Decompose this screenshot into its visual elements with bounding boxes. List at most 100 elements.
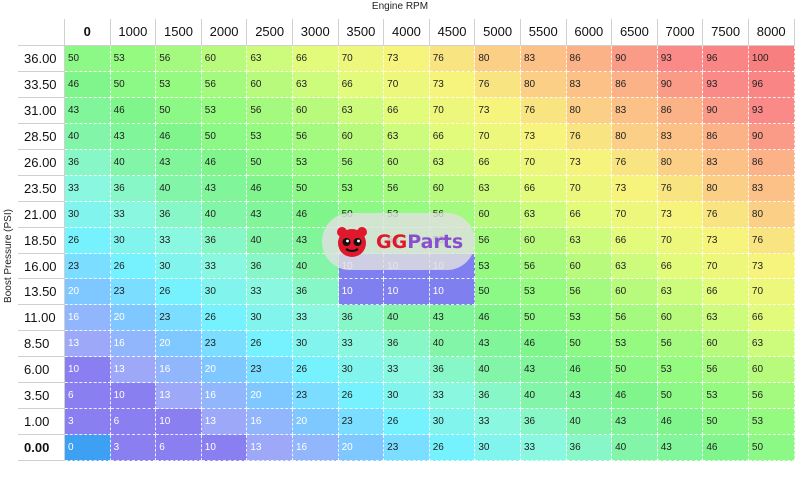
row-header-boost[interactable]: 28.50 bbox=[18, 123, 65, 150]
map-cell[interactable]: 83 bbox=[612, 97, 658, 124]
map-cell[interactable]: 16 bbox=[247, 409, 293, 436]
map-cell[interactable]: 36 bbox=[65, 149, 111, 176]
map-cell[interactable]: 46 bbox=[65, 71, 111, 98]
map-cell[interactable]: 30 bbox=[338, 357, 385, 384]
map-cell[interactable]: 56 bbox=[612, 305, 658, 332]
map-cell[interactable]: 56 bbox=[520, 253, 567, 280]
map-cell[interactable]: 86 bbox=[566, 46, 613, 72]
map-cell[interactable]: 86 bbox=[748, 149, 795, 176]
map-cell[interactable]: 56 bbox=[748, 383, 795, 410]
map-cell[interactable]: 50 bbox=[292, 175, 339, 202]
map-cell[interactable]: 23 bbox=[65, 253, 111, 280]
row-header-boost[interactable]: 31.00 bbox=[18, 97, 65, 124]
map-cell[interactable]: 23 bbox=[384, 435, 430, 461]
map-cell[interactable]: 30 bbox=[247, 305, 293, 332]
row-header-boost[interactable]: 36.00 bbox=[18, 46, 65, 72]
map-cell[interactable]: 10 bbox=[429, 279, 476, 306]
map-cell[interactable]: 60 bbox=[612, 279, 658, 306]
map-cell[interactable]: 66 bbox=[384, 97, 430, 124]
map-cell[interactable]: 36 bbox=[475, 383, 521, 410]
map-cell[interactable]: 33 bbox=[475, 409, 521, 436]
map-cell[interactable]: 16 bbox=[110, 331, 157, 358]
map-cell[interactable]: 16 bbox=[156, 357, 202, 384]
map-cell[interactable]: 53 bbox=[338, 175, 385, 202]
map-cell[interactable]: 40 bbox=[201, 201, 248, 228]
map-cell[interactable]: 63 bbox=[338, 97, 385, 124]
map-cell[interactable]: 33 bbox=[110, 201, 157, 228]
map-cell[interactable]: 23 bbox=[156, 305, 202, 332]
map-cell[interactable]: 43 bbox=[110, 123, 157, 150]
map-cell[interactable]: 0 bbox=[65, 435, 111, 461]
column-header-rpm[interactable]: 1500 bbox=[156, 19, 202, 46]
map-cell[interactable]: 80 bbox=[475, 46, 521, 72]
map-cell[interactable]: 56 bbox=[657, 331, 704, 358]
map-cell[interactable]: 26 bbox=[292, 357, 339, 384]
map-cell[interactable]: 60 bbox=[338, 123, 385, 150]
map-cell[interactable]: 56 bbox=[247, 97, 293, 124]
map-cell[interactable]: 33 bbox=[247, 279, 293, 306]
map-cell[interactable]: 43 bbox=[566, 383, 613, 410]
map-cell[interactable]: 83 bbox=[566, 71, 613, 98]
map-cell[interactable]: 3 bbox=[110, 435, 157, 461]
map-cell[interactable]: 53 bbox=[703, 383, 749, 410]
row-header-boost[interactable]: 8.50 bbox=[18, 331, 65, 358]
map-cell[interactable]: 80 bbox=[566, 97, 613, 124]
map-cell[interactable]: 63 bbox=[429, 149, 476, 176]
map-cell[interactable]: 26 bbox=[384, 409, 430, 436]
map-cell[interactable]: 33 bbox=[65, 175, 111, 202]
map-cell[interactable]: 13 bbox=[201, 409, 248, 436]
map-cell[interactable]: 6 bbox=[110, 409, 157, 436]
map-cell[interactable]: 56 bbox=[156, 46, 202, 72]
map-cell[interactable]: 20 bbox=[292, 409, 339, 436]
column-header-rpm[interactable]: 0 bbox=[65, 19, 111, 46]
row-header-boost[interactable]: 16.00 bbox=[18, 253, 65, 280]
map-cell[interactable]: 10 bbox=[384, 279, 430, 306]
column-header-rpm[interactable]: 6500 bbox=[612, 19, 658, 46]
map-cell[interactable]: 63 bbox=[566, 227, 613, 254]
map-cell[interactable]: 73 bbox=[748, 253, 795, 280]
row-header-boost[interactable]: 21.00 bbox=[18, 201, 65, 228]
map-cell[interactable]: 90 bbox=[748, 123, 795, 150]
map-cell[interactable]: 53 bbox=[292, 149, 339, 176]
map-cell[interactable]: 53 bbox=[520, 279, 567, 306]
column-header-rpm[interactable]: 8000 bbox=[748, 19, 795, 46]
map-cell[interactable]: 96 bbox=[748, 71, 795, 98]
map-cell[interactable]: 50 bbox=[657, 383, 704, 410]
map-cell[interactable]: 46 bbox=[612, 383, 658, 410]
map-cell[interactable]: 60 bbox=[201, 46, 248, 72]
map-cell[interactable]: 46 bbox=[657, 409, 704, 436]
map-cell[interactable]: 76 bbox=[566, 123, 613, 150]
map-cell[interactable]: 40 bbox=[384, 305, 430, 332]
map-cell[interactable]: 70 bbox=[384, 71, 430, 98]
map-cell[interactable]: 3 bbox=[65, 409, 111, 436]
map-cell[interactable]: 30 bbox=[429, 409, 476, 436]
map-cell[interactable]: 96 bbox=[703, 46, 749, 72]
map-cell[interactable]: 63 bbox=[292, 71, 339, 98]
column-header-rpm[interactable]: 6000 bbox=[566, 19, 613, 46]
row-header-boost[interactable]: 11.00 bbox=[18, 305, 65, 332]
map-cell[interactable]: 43 bbox=[520, 357, 567, 384]
map-cell[interactable]: 10 bbox=[201, 435, 248, 461]
map-cell[interactable]: 60 bbox=[292, 97, 339, 124]
map-cell[interactable]: 56 bbox=[566, 279, 613, 306]
row-header-boost[interactable]: 26.00 bbox=[18, 149, 65, 176]
map-cell[interactable]: 36 bbox=[201, 227, 248, 254]
map-cell[interactable]: 50 bbox=[247, 149, 293, 176]
map-cell[interactable]: 70 bbox=[748, 279, 795, 306]
map-cell[interactable]: 33 bbox=[292, 305, 339, 332]
map-cell[interactable]: 30 bbox=[201, 279, 248, 306]
map-cell[interactable]: 56 bbox=[703, 357, 749, 384]
map-cell[interactable]: 16 bbox=[201, 383, 248, 410]
map-cell[interactable]: 50 bbox=[748, 435, 795, 461]
map-cell[interactable]: 46 bbox=[520, 331, 567, 358]
map-cell[interactable]: 70 bbox=[612, 201, 658, 228]
map-cell[interactable]: 53 bbox=[657, 357, 704, 384]
column-header-rpm[interactable]: 5500 bbox=[520, 19, 567, 46]
map-cell[interactable]: 30 bbox=[110, 227, 157, 254]
map-cell[interactable]: 26 bbox=[156, 279, 202, 306]
map-cell[interactable]: 26 bbox=[65, 227, 111, 254]
map-cell[interactable]: 20 bbox=[247, 383, 293, 410]
map-cell[interactable]: 90 bbox=[612, 46, 658, 72]
map-cell[interactable]: 66 bbox=[748, 305, 795, 332]
map-cell[interactable]: 33 bbox=[520, 435, 567, 461]
